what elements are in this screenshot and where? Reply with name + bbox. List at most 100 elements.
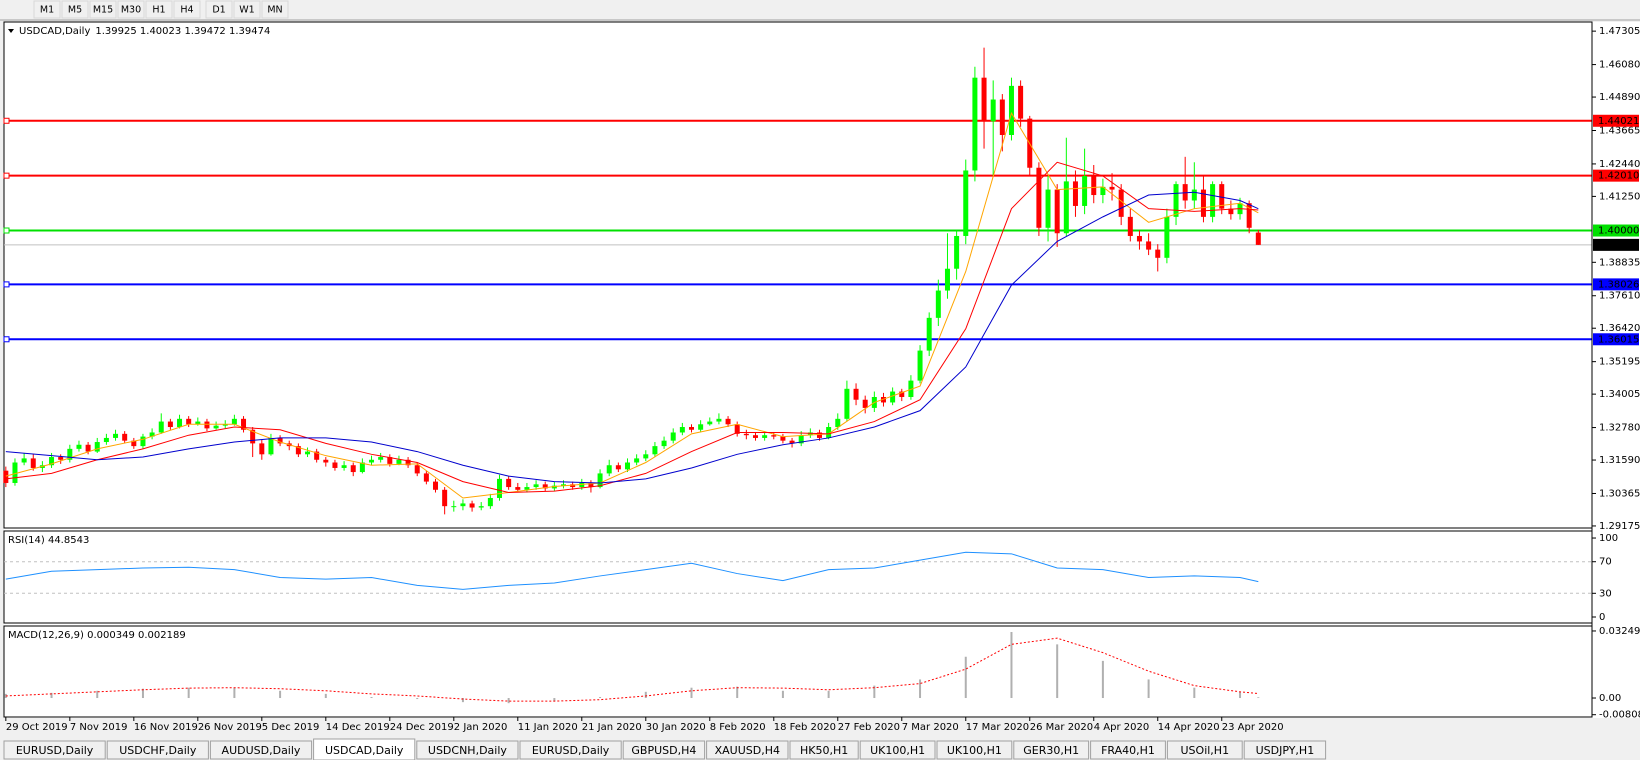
tab-label[interactable]: USOil,H1 bbox=[1181, 744, 1230, 757]
candle-body bbox=[579, 482, 585, 488]
level-handle[interactable] bbox=[3, 281, 10, 288]
candle-body bbox=[561, 484, 567, 486]
timeframe-button[interactable] bbox=[117, 0, 145, 19]
timeframe-button[interactable] bbox=[89, 0, 117, 19]
tab[interactable] bbox=[789, 740, 859, 760]
tab-label[interactable]: FRA40,H1 bbox=[1101, 744, 1155, 757]
candle-body bbox=[177, 418, 183, 428]
candle-body bbox=[634, 458, 640, 463]
tab-label[interactable]: HK50,H1 bbox=[800, 744, 848, 757]
timeframe-button[interactable] bbox=[33, 0, 61, 19]
candle-body bbox=[250, 429, 256, 444]
candle-body bbox=[890, 391, 896, 403]
candle-body bbox=[853, 388, 859, 400]
tab-label[interactable]: GBPUSD,H4 bbox=[631, 744, 696, 757]
level-handle[interactable] bbox=[3, 117, 10, 124]
timeframe-button[interactable] bbox=[261, 0, 289, 19]
y-tick-label: 70 bbox=[1599, 557, 1612, 568]
tab-label[interactable]: EURUSD,Daily bbox=[16, 744, 94, 757]
candle-body bbox=[186, 418, 192, 425]
tab-label[interactable]: GER30,H1 bbox=[1023, 744, 1079, 757]
timeframe-label[interactable]: H4 bbox=[180, 5, 193, 16]
tab[interactable] bbox=[1013, 740, 1090, 760]
candle-body bbox=[698, 424, 704, 430]
candle-body bbox=[487, 497, 493, 507]
candle-body bbox=[533, 484, 539, 488]
y-tick-label: 30 bbox=[1599, 588, 1612, 599]
tab[interactable] bbox=[3, 740, 106, 760]
tab[interactable] bbox=[1090, 740, 1166, 760]
candle-body bbox=[652, 446, 658, 455]
candle-body bbox=[1255, 232, 1261, 245]
tab[interactable] bbox=[1243, 740, 1327, 760]
timeframe-label[interactable]: M30 bbox=[121, 5, 141, 16]
tab[interactable] bbox=[622, 740, 706, 760]
timeframe-label[interactable]: D1 bbox=[212, 5, 225, 16]
tab-label[interactable]: UK100,H1 bbox=[947, 744, 1002, 757]
moving-average bbox=[5, 191, 1259, 484]
level-handle[interactable] bbox=[3, 336, 10, 343]
level-label-bg bbox=[1593, 278, 1639, 291]
candle-body bbox=[972, 77, 978, 171]
tab-label[interactable]: XAUUSD,H4 bbox=[715, 744, 780, 757]
moving-average bbox=[5, 111, 1259, 499]
timeframe-label[interactable]: H1 bbox=[152, 5, 165, 16]
y-tick-label: 1.43665 bbox=[1599, 125, 1640, 136]
tab[interactable] bbox=[106, 740, 209, 760]
timeframe-label[interactable]: MN bbox=[267, 5, 282, 16]
candle-body bbox=[1191, 189, 1197, 201]
level-label-bg bbox=[1593, 224, 1639, 237]
tab-label[interactable]: USDCAD,Daily bbox=[325, 744, 404, 757]
candle-body bbox=[378, 457, 384, 460]
tab[interactable] bbox=[936, 740, 1013, 760]
timeframe-button[interactable] bbox=[173, 0, 201, 19]
y-tick-label: 1.37610 bbox=[1599, 291, 1640, 302]
tab[interactable] bbox=[519, 740, 622, 760]
tab[interactable] bbox=[1166, 740, 1243, 760]
x-tick-label: 30 Jan 2020 bbox=[646, 722, 706, 733]
menu-arrow[interactable] bbox=[8, 29, 14, 33]
x-tick-label: 17 Mar 2020 bbox=[966, 722, 1029, 733]
candle-body bbox=[1018, 85, 1024, 119]
x-tick-label: 8 Feb 2020 bbox=[710, 722, 766, 733]
candle-body bbox=[295, 446, 301, 455]
tab-label[interactable]: UK100,H1 bbox=[870, 744, 925, 757]
tab[interactable] bbox=[859, 740, 936, 760]
candle-body bbox=[826, 427, 832, 438]
tab-label[interactable]: EURUSD,Daily bbox=[532, 744, 610, 757]
tab[interactable] bbox=[706, 740, 789, 760]
candle-body bbox=[158, 421, 164, 433]
candle-body bbox=[195, 421, 201, 425]
y-tick-label: 1.35195 bbox=[1599, 357, 1640, 368]
timeframe-label[interactable]: M5 bbox=[68, 5, 82, 16]
timeframe-button[interactable] bbox=[61, 0, 89, 19]
timeframe-button[interactable] bbox=[205, 0, 233, 19]
timeframe-label[interactable]: M15 bbox=[93, 5, 113, 16]
candle-body bbox=[908, 380, 914, 397]
timeframe-label[interactable]: W1 bbox=[239, 5, 254, 16]
tab[interactable] bbox=[313, 738, 416, 760]
tab-label[interactable]: AUDUSD,Daily bbox=[222, 744, 301, 757]
candle-body bbox=[725, 418, 731, 425]
timeframe-button[interactable] bbox=[233, 0, 261, 19]
tab-label[interactable]: USDJPY,H1 bbox=[1256, 744, 1315, 757]
x-tick-label: 14 Dec 2019 bbox=[326, 722, 390, 733]
tab-label[interactable]: USDCHF,Daily bbox=[119, 744, 197, 757]
candle-body bbox=[149, 432, 155, 437]
candle-body bbox=[21, 458, 27, 463]
level-handle[interactable] bbox=[3, 227, 10, 234]
timeframe-button[interactable] bbox=[145, 0, 173, 19]
tab[interactable] bbox=[209, 740, 313, 760]
candle-body bbox=[780, 436, 786, 441]
candle-body bbox=[3, 470, 9, 483]
candle-body bbox=[844, 388, 850, 419]
candle-body bbox=[268, 437, 274, 455]
timeframe-label[interactable]: M1 bbox=[40, 5, 54, 16]
candle-body bbox=[451, 506, 457, 508]
symbol: USDCAD,Daily bbox=[19, 26, 90, 37]
level-handle[interactable] bbox=[3, 172, 10, 179]
quote: 1.39925 1.40023 1.39472 1.39474 bbox=[95, 26, 270, 37]
candle-body bbox=[661, 440, 667, 447]
tab-label[interactable]: USDCNH,Daily bbox=[428, 744, 508, 757]
tab[interactable] bbox=[416, 740, 519, 760]
